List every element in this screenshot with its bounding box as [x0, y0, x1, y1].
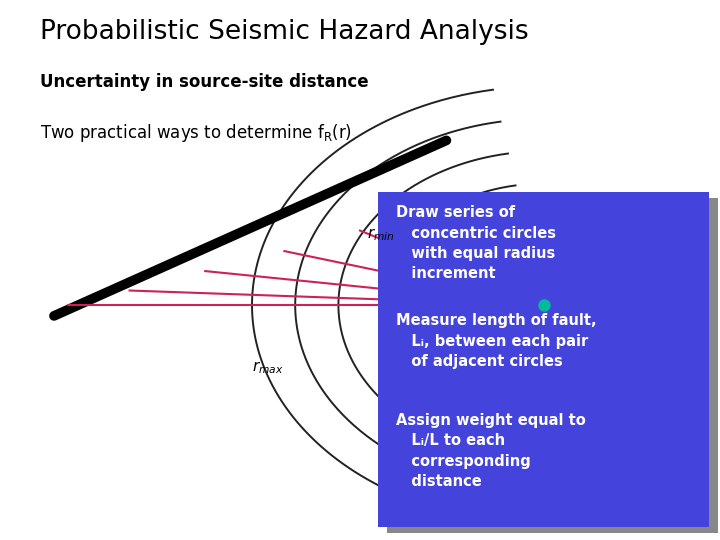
- Text: Draw series of
   concentric circles
   with equal radius
   increment: Draw series of concentric circles with e…: [396, 205, 556, 281]
- FancyBboxPatch shape: [387, 198, 718, 533]
- FancyBboxPatch shape: [378, 192, 709, 526]
- Text: $r_{min}$: $r_{min}$: [367, 227, 395, 243]
- Text: Probabilistic Seismic Hazard Analysis: Probabilistic Seismic Hazard Analysis: [40, 19, 528, 45]
- Text: Uncertainty in source-site distance: Uncertainty in source-site distance: [40, 73, 368, 91]
- Text: Measure length of fault,
   Lᵢ, between each pair
   of adjacent circles: Measure length of fault, Lᵢ, between eac…: [396, 313, 597, 369]
- Text: $r_{max}$: $r_{max}$: [252, 359, 284, 375]
- Text: Assign weight equal to
   Lᵢ/L to each
   corresponding
   distance: Assign weight equal to Lᵢ/L to each corr…: [396, 413, 586, 489]
- Text: Two practical ways to determine $\mathregular{f_R(r)}$: Two practical ways to determine $\mathre…: [40, 122, 351, 144]
